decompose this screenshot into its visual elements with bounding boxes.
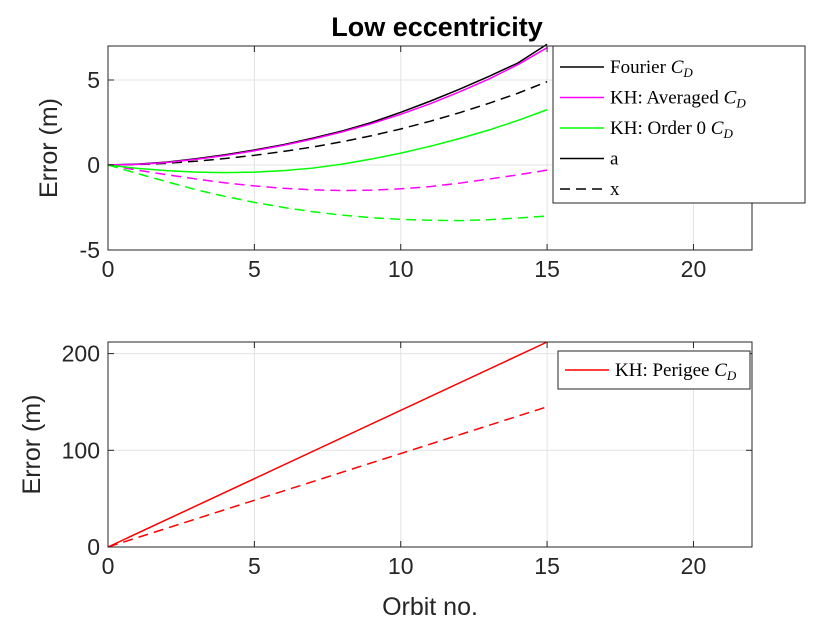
series-line [107, 109, 548, 174]
y-tick-label: 0 [87, 152, 100, 178]
y-tick-label: 100 [62, 437, 100, 463]
x-tick-label: 20 [681, 256, 707, 282]
y-tick-label: 5 [87, 67, 100, 93]
y-tick-label: -5 [80, 237, 100, 263]
legend-label: KH: Perigee CD [615, 360, 737, 383]
x-tick-label: 15 [534, 553, 560, 579]
legend: KH: Perigee CD [557, 350, 751, 390]
legend: Fourier CD KH: Averaged CD KH: Order 0 CD a… [552, 45, 806, 204]
x-axis-label: Orbit no. [382, 593, 478, 621]
legend-box [552, 45, 806, 204]
series-line [107, 406, 548, 548]
series-line [107, 164, 548, 192]
axes-box [107, 341, 753, 548]
x-tick-label: 5 [248, 553, 261, 579]
series-line [107, 341, 548, 548]
y-tick-label: 200 [62, 341, 100, 367]
y-tick-label: 0 [87, 534, 100, 560]
x-tick-label: 0 [102, 553, 115, 579]
series-line [107, 47, 548, 166]
x-tick-label: 15 [534, 256, 560, 282]
legend-label: x [610, 179, 620, 200]
series-line [107, 81, 548, 166]
series-line [107, 164, 548, 222]
x-tick-label: 10 [388, 256, 414, 282]
chart-title: Low eccentricity [331, 12, 543, 42]
x-tick-label: 5 [248, 256, 261, 282]
legend-label: a [610, 149, 619, 170]
x-tick-label: 20 [681, 553, 707, 579]
legend-label: KH: Order 0 CD [610, 118, 733, 141]
legend-label: Fourier CD [610, 57, 693, 80]
x-tick-label: 0 [102, 256, 115, 282]
legend-label: KH: Averaged CD [610, 88, 746, 111]
x-tick-label: 10 [388, 553, 414, 579]
y-axis-label: Error (m) [18, 395, 46, 495]
y-axis-label: Error (m) [35, 98, 63, 198]
